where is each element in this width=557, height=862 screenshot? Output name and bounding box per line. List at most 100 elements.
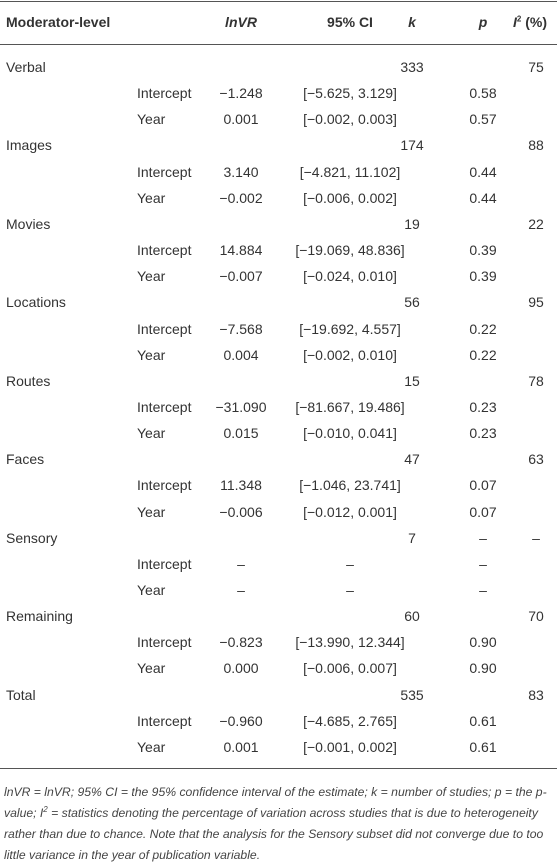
ci-value: [−4.821, 11.102] <box>299 163 401 180</box>
ci-value: [−0.006, 0.007] <box>303 660 397 677</box>
row-label: Intercept <box>137 712 192 729</box>
bottom-rule <box>0 768 557 769</box>
p-value: 0.61 <box>469 738 497 755</box>
k-value: 60 <box>404 608 420 625</box>
row-label: Year <box>137 425 166 442</box>
row-label: Intercept <box>137 398 192 415</box>
top-rule <box>0 1 557 2</box>
p-value: 0.07 <box>469 477 497 494</box>
i2-value: – <box>532 529 540 546</box>
lnvr-value: 0.004 <box>223 346 259 363</box>
row-label: Year <box>137 582 166 598</box>
i2-value: 70 <box>528 608 544 625</box>
i2-value: 78 <box>528 372 544 389</box>
k-value: 15 <box>404 372 420 389</box>
row-label: Intercept <box>137 555 192 572</box>
row-label: Intercept <box>137 163 192 180</box>
lnvr-value: −0.007 <box>219 268 263 285</box>
header-k: k <box>408 14 416 30</box>
ci-value: [−19.069, 48.836] <box>295 242 405 259</box>
ci-value: [−4.685, 2.765] <box>303 712 397 729</box>
group-name: Faces <box>6 451 45 468</box>
header-lnvr: lnVR <box>225 14 257 30</box>
p-value: – <box>479 582 487 598</box>
ci-value: [−19.692, 4.557] <box>299 320 401 337</box>
row-label: Year <box>137 346 166 363</box>
k-value: 535 <box>400 686 424 703</box>
ci-value: – <box>346 582 354 598</box>
i2-value: 22 <box>528 215 544 232</box>
p-value: 0.57 <box>469 111 497 128</box>
i2-value: 95 <box>528 294 544 311</box>
k-value: 56 <box>404 294 420 311</box>
ci-value: [−5.625, 3.129] <box>303 85 397 102</box>
lnvr-value: 11.348 <box>220 477 262 494</box>
lnvr-value: −0.002 <box>219 189 263 206</box>
lnvr-value: −1.248 <box>219 85 263 102</box>
header-i2-sup: 2 <box>516 14 522 24</box>
p-value: – <box>479 555 487 572</box>
header-i2-main: I <box>512 14 517 30</box>
row-label: Intercept <box>137 320 192 337</box>
lnvr-value: −0.960 <box>219 712 263 729</box>
p-value: 0.90 <box>469 660 497 677</box>
ci-value: [−0.002, 0.003] <box>303 111 397 128</box>
ci-value: [−0.006, 0.002] <box>303 189 397 206</box>
footnote-text: = statistics denoting the percentage of … <box>4 806 544 862</box>
lnvr-value: 0.000 <box>223 660 259 677</box>
row-label: Year <box>137 189 166 206</box>
header-moderator: Moderator-level <box>6 14 111 30</box>
lnvr-value: −0.006 <box>219 503 263 520</box>
footnote: lnVR = lnVR; 95% CI = the 95% confidence… <box>4 782 554 862</box>
group-name: Routes <box>6 372 51 389</box>
header-i2-rest: (%) <box>521 14 548 30</box>
ci-value: [−13.990, 12.344] <box>295 634 405 651</box>
row-label: Year <box>137 268 166 285</box>
i2-value: 83 <box>528 686 544 703</box>
header-i2: I2 (%) <box>513 13 547 31</box>
header-ci: 95% CI <box>327 14 373 30</box>
p-value: 0.58 <box>469 85 497 102</box>
p-value: 0.23 <box>469 398 497 415</box>
p-value: 0.39 <box>469 242 497 259</box>
footnote-text: lnVR = lnVR; 95% CI = the 95% confidence… <box>4 785 547 820</box>
p-value: 0.44 <box>469 163 497 180</box>
header-p: p <box>478 14 488 30</box>
row-label: Year <box>137 111 166 128</box>
lnvr-value: −31.090 <box>215 398 267 415</box>
p-value: 0.39 <box>469 268 497 285</box>
group-name: Total <box>6 686 36 703</box>
ci-value: [−0.002, 0.010] <box>303 346 397 363</box>
p-value: 0.23 <box>469 425 497 442</box>
k-value: 47 <box>404 451 420 468</box>
row-label: Year <box>137 660 166 677</box>
row-label: Intercept <box>137 477 192 494</box>
group-name: Images <box>6 137 52 154</box>
k-value: 19 <box>404 215 420 232</box>
lnvr-value: 0.001 <box>223 738 259 755</box>
p-value: 0.61 <box>469 712 497 729</box>
p-value: – <box>479 529 487 546</box>
lnvr-value: 3.140 <box>223 163 259 180</box>
p-value: 0.44 <box>469 189 497 206</box>
row-label: Year <box>137 738 166 755</box>
lnvr-value: 0.001 <box>223 111 259 128</box>
lnvr-value: −7.568 <box>219 320 263 337</box>
header-rule <box>0 44 557 45</box>
row-label: Year <box>137 503 166 520</box>
p-value: 0.22 <box>469 346 497 363</box>
i2-value: 88 <box>528 137 544 154</box>
p-value: 0.22 <box>469 320 497 337</box>
lnvr-value: −0.823 <box>219 634 263 651</box>
ci-value: [−0.001, 0.002] <box>303 738 397 755</box>
k-value: 174 <box>400 137 424 154</box>
lnvr-value: 0.015 <box>223 425 259 442</box>
ci-value: [−1.046, 23.741] <box>299 477 401 494</box>
row-label: Intercept <box>137 85 192 102</box>
lnvr-value: – <box>237 555 245 572</box>
group-name: Locations <box>6 294 66 311</box>
ci-value: [−0.024, 0.010] <box>303 268 397 285</box>
row-label: Intercept <box>137 634 192 651</box>
lnvr-value: 14.884 <box>219 242 263 259</box>
